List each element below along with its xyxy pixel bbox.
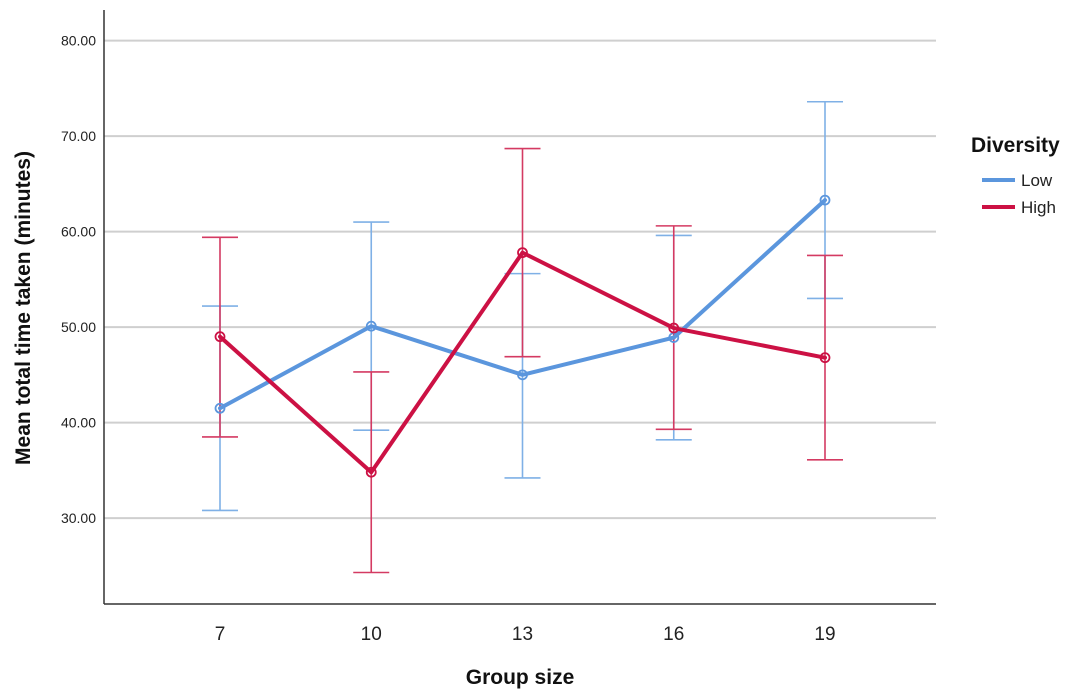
axes: [103, 10, 936, 605]
data-point-low: [819, 194, 831, 206]
legend-label: High: [1021, 198, 1056, 217]
y-tick-label: 30.00: [61, 510, 96, 526]
series-line-high: [218, 250, 827, 475]
y-tick-label: 70.00: [61, 128, 96, 144]
legend-title: Diversity: [971, 134, 1060, 157]
y-tick-label: 60.00: [61, 224, 96, 240]
y-tick-labels: 30.00 40.00 50.00 60.00 70.00 80.00: [61, 33, 96, 526]
error-bars: [202, 100, 843, 574]
x-tick-label: 10: [361, 624, 382, 645]
legend-items: Low High: [982, 171, 1056, 217]
y-tick-label: 80.00: [61, 33, 96, 49]
data-point-high: [214, 331, 226, 343]
legend-item-low: Low: [982, 171, 1053, 190]
data-point-low: [365, 320, 377, 332]
x-tick-label: 19: [814, 624, 835, 645]
x-tick-label: 16: [663, 624, 684, 645]
y-tick-label: 50.00: [61, 319, 96, 335]
x-tick-label: 7: [215, 624, 226, 645]
data-point-low: [517, 369, 528, 381]
legend: Diversity Low High: [971, 134, 1060, 217]
legend-label: Low: [1021, 171, 1053, 190]
data-point-high: [365, 466, 377, 478]
x-tick-labels: 7 10 13 16 19: [215, 624, 836, 645]
x-tick-label: 13: [512, 624, 533, 645]
x-axis-title: Group size: [466, 666, 575, 689]
data-points: [214, 194, 831, 478]
series-lines: [218, 198, 827, 475]
legend-item-high: High: [982, 198, 1056, 217]
data-point-high: [819, 352, 831, 364]
y-tick-label: 40.00: [61, 415, 96, 431]
gridlines: [104, 39, 936, 520]
data-point-high: [668, 322, 680, 334]
series-line-low: [218, 198, 827, 411]
data-point-low: [214, 402, 226, 414]
data-point-high: [517, 247, 528, 259]
y-axis-title: Mean total time taken (minutes): [12, 151, 35, 465]
